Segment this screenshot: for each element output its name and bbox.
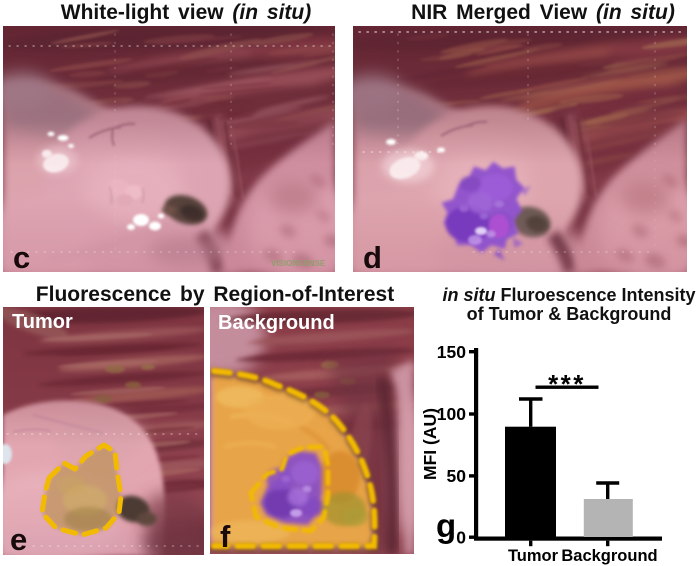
- svg-text:0: 0: [456, 528, 466, 548]
- svg-text:VISIONSENSE: VISIONSENSE: [271, 259, 326, 268]
- svg-text:f: f: [220, 519, 231, 554]
- svg-text:c: c: [13, 240, 30, 272]
- svg-text:Background: Background: [561, 547, 657, 565]
- svg-text:50: 50: [447, 466, 467, 486]
- svg-text:e: e: [10, 522, 27, 555]
- svg-text:d: d: [363, 240, 382, 272]
- svg-text:***: ***: [548, 369, 586, 399]
- svg-text:Tumor: Tumor: [508, 547, 559, 565]
- svg-text:150: 150: [437, 342, 466, 362]
- svg-text:Tumor: Tumor: [12, 311, 73, 333]
- svg-text:g: g: [436, 507, 456, 544]
- svg-text:100: 100: [437, 404, 466, 424]
- svg-text:Background: Background: [218, 312, 335, 334]
- svg-text:MFI (AU): MFI (AU): [420, 408, 440, 480]
